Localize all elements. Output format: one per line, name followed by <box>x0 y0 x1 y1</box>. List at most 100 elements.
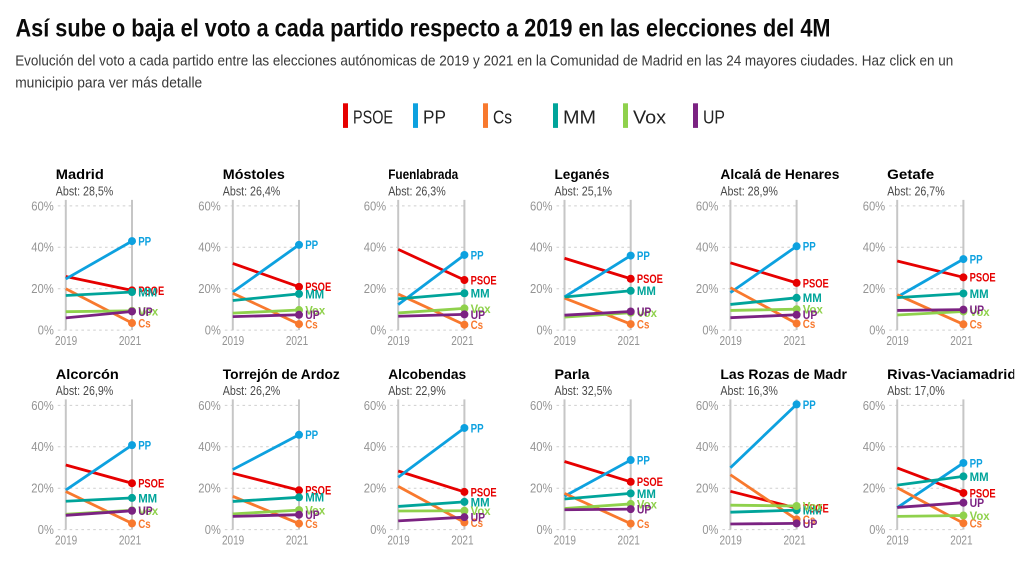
svg-text:Móstoles: Móstoles <box>223 166 285 182</box>
svg-text:20%: 20% <box>198 282 221 296</box>
svg-text:Vox: Vox <box>803 499 823 513</box>
svg-text:20%: 20% <box>696 282 719 296</box>
svg-text:2019: 2019 <box>387 534 409 548</box>
svg-text:2021: 2021 <box>286 334 308 348</box>
svg-text:60%: 60% <box>364 199 387 213</box>
svg-text:Las Rozas de Madrid: Las Rozas de Madrid <box>720 366 859 382</box>
svg-text:Cs: Cs <box>138 517 151 531</box>
svg-text:Abst: 26,9%: Abst: 26,9% <box>56 383 114 398</box>
svg-text:2019: 2019 <box>886 334 908 348</box>
svg-text:Fuenlabrada: Fuenlabrada <box>388 166 458 182</box>
svg-text:60%: 60% <box>31 199 54 213</box>
svg-text:Abst: 26,3%: Abst: 26,3% <box>388 183 446 198</box>
svg-text:Abst: 32,5%: Abst: 32,5% <box>555 383 613 398</box>
svg-text:0%: 0% <box>537 324 553 338</box>
svg-text:Abst: 25,1%: Abst: 25,1% <box>555 183 613 198</box>
svg-text:UP: UP <box>471 308 486 322</box>
svg-text:PP: PP <box>637 453 650 467</box>
svg-text:20%: 20% <box>863 482 886 496</box>
svg-text:UP: UP <box>703 108 725 128</box>
svg-text:40%: 40% <box>364 241 387 255</box>
svg-text:2021: 2021 <box>119 334 141 348</box>
svg-text:Abst: 16,3%: Abst: 16,3% <box>720 383 778 398</box>
svg-text:20%: 20% <box>198 482 221 496</box>
svg-text:Abst: 28,9%: Abst: 28,9% <box>720 183 778 198</box>
svg-text:Abst: 17,0%: Abst: 17,0% <box>887 383 945 398</box>
svg-text:2021: 2021 <box>618 334 640 348</box>
svg-text:2021: 2021 <box>451 334 473 348</box>
svg-text:60%: 60% <box>530 399 553 413</box>
svg-text:UP: UP <box>803 517 818 531</box>
svg-text:0%: 0% <box>702 523 718 537</box>
svg-text:2019: 2019 <box>222 334 244 348</box>
svg-text:40%: 40% <box>31 440 54 454</box>
svg-text:PSOE: PSOE <box>353 108 393 128</box>
svg-text:Vox: Vox <box>633 108 666 128</box>
svg-text:MM: MM <box>970 470 989 484</box>
svg-text:0%: 0% <box>38 523 54 537</box>
svg-text:PP: PP <box>637 249 650 263</box>
svg-text:60%: 60% <box>696 199 719 213</box>
svg-text:Evolución del voto a cada part: Evolución del voto a cada partido entre … <box>15 53 953 70</box>
svg-text:20%: 20% <box>696 482 719 496</box>
svg-text:2021: 2021 <box>783 334 805 348</box>
svg-text:2019: 2019 <box>720 334 742 348</box>
svg-text:40%: 40% <box>696 440 719 454</box>
svg-text:40%: 40% <box>364 440 387 454</box>
svg-text:Vox: Vox <box>970 509 990 523</box>
svg-text:Getafe: Getafe <box>887 166 934 182</box>
svg-text:0%: 0% <box>537 523 553 537</box>
svg-text:40%: 40% <box>696 241 719 255</box>
svg-text:municipio para ver más detalle: municipio para ver más detalle <box>15 75 202 92</box>
svg-text:Rivas-Vaciamadrid: Rivas-Vaciamadrid <box>887 366 1016 382</box>
svg-text:20%: 20% <box>31 482 54 496</box>
svg-text:60%: 60% <box>863 399 886 413</box>
svg-text:PP: PP <box>803 240 816 254</box>
svg-text:60%: 60% <box>530 199 553 213</box>
svg-text:Abst: 26,7%: Abst: 26,7% <box>887 183 945 198</box>
svg-text:Madrid: Madrid <box>56 166 104 182</box>
svg-text:20%: 20% <box>31 282 54 296</box>
svg-text:20%: 20% <box>364 482 387 496</box>
svg-text:40%: 40% <box>198 241 221 255</box>
svg-text:20%: 20% <box>863 282 886 296</box>
svg-text:40%: 40% <box>530 241 553 255</box>
svg-text:PP: PP <box>803 398 816 412</box>
svg-text:40%: 40% <box>863 241 886 255</box>
svg-text:60%: 60% <box>198 399 221 413</box>
svg-text:2019: 2019 <box>387 334 409 348</box>
svg-text:PP: PP <box>305 238 318 252</box>
svg-text:40%: 40% <box>530 440 553 454</box>
svg-text:0%: 0% <box>702 324 718 338</box>
svg-text:0%: 0% <box>38 324 54 338</box>
svg-text:Torrejón de Ardoz: Torrejón de Ardoz <box>223 366 340 382</box>
svg-text:0%: 0% <box>370 324 386 338</box>
svg-text:0%: 0% <box>205 324 221 338</box>
svg-text:Abst: 26,4%: Abst: 26,4% <box>223 183 281 198</box>
svg-text:60%: 60% <box>364 399 387 413</box>
svg-text:UP: UP <box>970 303 985 317</box>
svg-text:UP: UP <box>803 308 818 322</box>
svg-text:2021: 2021 <box>950 334 972 348</box>
svg-text:Abst: 28,5%: Abst: 28,5% <box>56 183 114 198</box>
svg-text:Alcalá de Henares: Alcalá de Henares <box>720 166 839 182</box>
svg-text:PSOE: PSOE <box>138 477 164 491</box>
svg-text:40%: 40% <box>198 440 221 454</box>
svg-text:2021: 2021 <box>618 534 640 548</box>
svg-text:PP: PP <box>305 428 318 442</box>
svg-text:UP: UP <box>637 305 652 319</box>
svg-text:2021: 2021 <box>119 534 141 548</box>
svg-text:0%: 0% <box>869 324 885 338</box>
svg-text:Abst: 26,2%: Abst: 26,2% <box>223 383 281 398</box>
svg-text:PSOE: PSOE <box>970 271 996 285</box>
svg-text:2019: 2019 <box>55 534 77 548</box>
svg-text:Leganés: Leganés <box>555 166 610 182</box>
svg-text:0%: 0% <box>370 523 386 537</box>
svg-text:MM: MM <box>305 287 324 301</box>
svg-text:Así sube o baja el voto a cada: Así sube o baja el voto a cada partido r… <box>16 14 831 42</box>
svg-text:2019: 2019 <box>886 534 908 548</box>
svg-text:0%: 0% <box>869 523 885 537</box>
svg-text:Abst: 22,9%: Abst: 22,9% <box>388 383 446 398</box>
svg-text:PP: PP <box>138 439 151 453</box>
svg-text:40%: 40% <box>863 440 886 454</box>
